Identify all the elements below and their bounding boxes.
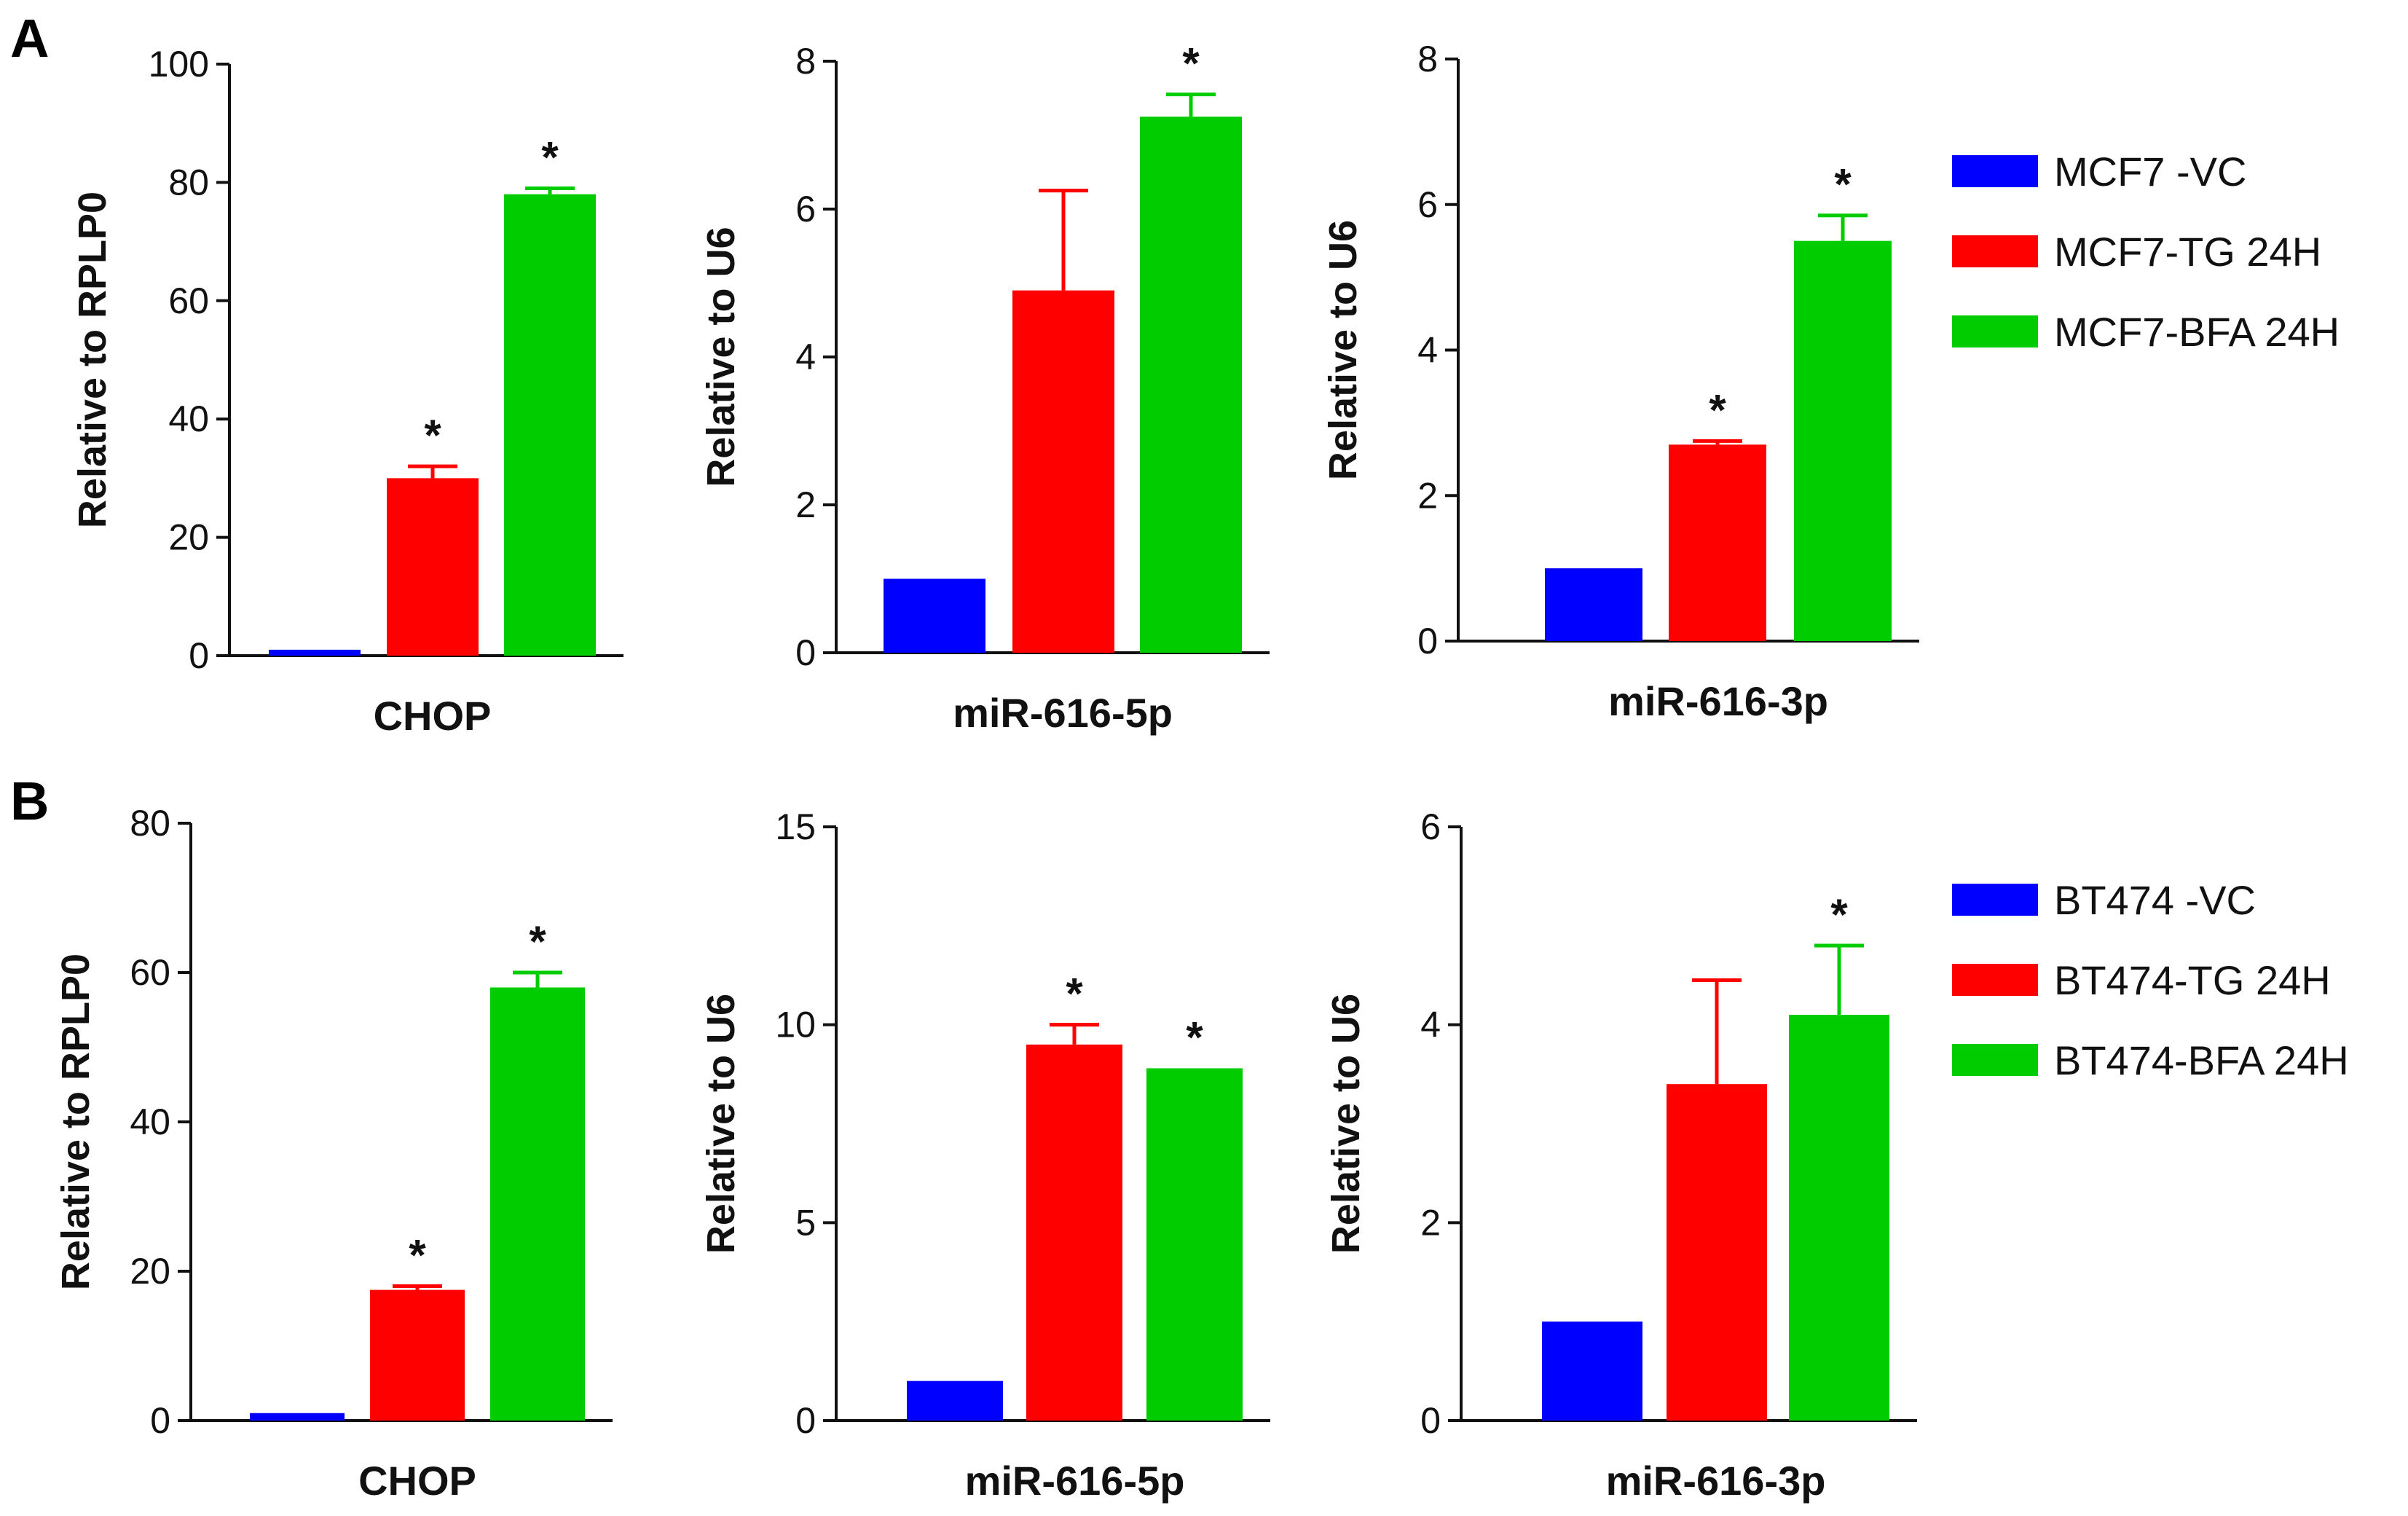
y-tick-label: 60 (168, 280, 209, 321)
x-axis-label: miR-616-5p (953, 690, 1173, 736)
significance-marker: * (1186, 1013, 1203, 1061)
y-tick-label: 60 (130, 952, 170, 993)
y-tick-label: 100 (149, 44, 209, 85)
legend-swatch (1952, 235, 2038, 267)
bar (1140, 117, 1242, 653)
legend-swatch (1952, 884, 2038, 916)
y-tick-label: 4 (1417, 330, 1438, 371)
y-axis-label: Relative to U6 (699, 994, 743, 1254)
significance-marker: * (1834, 160, 1852, 209)
legend-label: MCF7 -VC (2054, 149, 2246, 195)
bar (490, 987, 585, 1421)
y-tick-label: 8 (1417, 39, 1438, 79)
y-tick-label: 80 (130, 803, 170, 844)
y-tick-label: 6 (795, 189, 816, 229)
legend-swatch (1952, 315, 2038, 347)
panel-letter-a: A (10, 8, 49, 68)
y-tick-label: 20 (130, 1251, 170, 1292)
y-axis-label: Relative to RPLP0 (71, 192, 114, 528)
bar (1542, 1321, 1642, 1421)
y-tick-label: 20 (168, 517, 209, 558)
significance-marker: * (409, 1231, 426, 1280)
bar (1669, 444, 1766, 641)
y-tick-label: 6 (1420, 806, 1441, 847)
y-tick-label: 5 (795, 1202, 816, 1243)
bar (907, 1380, 1003, 1421)
y-tick-label: 4 (795, 337, 816, 377)
legend-label: BT474 -VC (2054, 877, 2256, 923)
y-tick-label: 2 (1417, 475, 1438, 516)
legend-label: MCF7-BFA 24H (2054, 309, 2340, 355)
y-axis-label: Relative to U6 (699, 227, 743, 487)
bar (1012, 290, 1114, 653)
panel-letter-b: B (10, 771, 49, 831)
y-tick-label: 0 (795, 632, 816, 673)
legend-label: MCF7-TG 24H (2054, 229, 2321, 275)
bar (387, 478, 479, 656)
legend-swatch (1952, 964, 2038, 996)
x-axis-label: CHOP (358, 1458, 476, 1504)
y-axis-label: Relative to U6 (1321, 220, 1365, 480)
y-tick-label: 0 (1420, 1400, 1441, 1441)
bar (250, 1413, 345, 1421)
y-tick-label: 0 (150, 1400, 170, 1441)
bar (504, 194, 596, 656)
y-tick-label: 0 (795, 1400, 816, 1441)
bar (1026, 1044, 1122, 1421)
bar (1146, 1068, 1243, 1421)
bar (370, 1289, 465, 1421)
y-tick-label: 2 (1420, 1202, 1441, 1243)
y-axis-label: Relative to RPLP0 (54, 954, 98, 1290)
y-tick-label: 0 (1417, 621, 1438, 661)
legend-swatch (1952, 1044, 2038, 1076)
bar (1667, 1084, 1767, 1421)
significance-marker: * (1709, 385, 1726, 434)
significance-marker: * (1182, 39, 1200, 88)
y-tick-label: 4 (1420, 1005, 1441, 1045)
x-axis-label: CHOP (374, 693, 492, 739)
bar (1545, 568, 1642, 641)
y-tick-label: 10 (775, 1005, 816, 1045)
y-tick-label: 15 (775, 806, 816, 847)
bar (1789, 1015, 1889, 1421)
bar (884, 578, 985, 653)
x-axis-label: miR-616-3p (1606, 1458, 1826, 1504)
y-tick-label: 40 (130, 1101, 170, 1142)
significance-marker: * (1066, 970, 1083, 1018)
legend-swatch (1952, 155, 2038, 187)
legend-label: BT474-TG 24H (2054, 957, 2331, 1003)
y-axis-label: Relative to U6 (1324, 994, 1368, 1254)
y-tick-label: 8 (795, 41, 816, 82)
y-tick-label: 80 (168, 162, 209, 203)
legend-label: BT474-BFA 24H (2054, 1037, 2349, 1083)
y-tick-label: 2 (795, 484, 816, 525)
bar (269, 649, 361, 656)
bar (1794, 240, 1892, 641)
x-axis-label: miR-616-3p (1608, 678, 1828, 724)
x-axis-label: miR-616-5p (965, 1458, 1185, 1504)
significance-marker: * (1830, 890, 1848, 939)
significance-marker: * (529, 917, 546, 966)
y-tick-label: 6 (1417, 184, 1438, 225)
significance-marker: * (424, 411, 441, 460)
significance-marker: * (541, 133, 559, 182)
y-tick-label: 0 (189, 635, 209, 676)
y-tick-label: 40 (168, 398, 209, 439)
